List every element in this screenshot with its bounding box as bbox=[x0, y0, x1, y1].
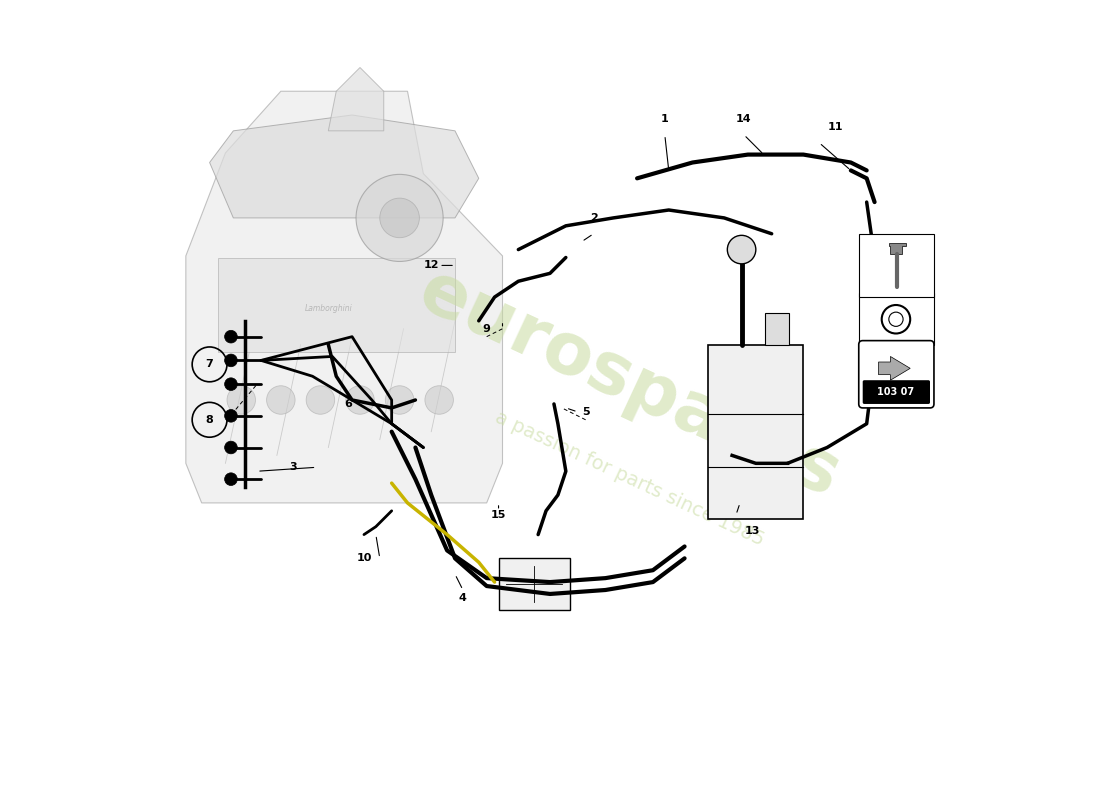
Polygon shape bbox=[328, 67, 384, 131]
Circle shape bbox=[224, 378, 238, 390]
Text: 9: 9 bbox=[483, 324, 491, 334]
Circle shape bbox=[385, 386, 414, 414]
Circle shape bbox=[306, 386, 334, 414]
Circle shape bbox=[224, 330, 238, 343]
Polygon shape bbox=[186, 91, 503, 503]
Circle shape bbox=[266, 386, 295, 414]
Polygon shape bbox=[218, 258, 455, 353]
FancyBboxPatch shape bbox=[862, 380, 929, 404]
Circle shape bbox=[379, 198, 419, 238]
Circle shape bbox=[345, 386, 374, 414]
Text: Lamborghini: Lamborghini bbox=[305, 305, 352, 314]
Text: eurospares: eurospares bbox=[408, 256, 850, 512]
Polygon shape bbox=[879, 357, 910, 380]
Text: 15: 15 bbox=[491, 510, 506, 520]
Circle shape bbox=[224, 473, 238, 486]
Circle shape bbox=[889, 312, 903, 326]
Text: 2: 2 bbox=[590, 213, 597, 223]
Circle shape bbox=[224, 354, 238, 366]
Text: 6: 6 bbox=[344, 399, 352, 409]
Text: 4: 4 bbox=[459, 593, 466, 603]
Text: 103 07: 103 07 bbox=[878, 387, 914, 397]
Text: 14: 14 bbox=[736, 114, 751, 124]
Text: a passion for parts since 1985: a passion for parts since 1985 bbox=[492, 408, 767, 550]
Text: 11: 11 bbox=[827, 122, 843, 132]
Polygon shape bbox=[889, 243, 906, 254]
Circle shape bbox=[227, 386, 255, 414]
Circle shape bbox=[425, 386, 453, 414]
Circle shape bbox=[882, 305, 910, 334]
Polygon shape bbox=[766, 313, 789, 345]
Circle shape bbox=[727, 235, 756, 264]
Polygon shape bbox=[210, 115, 478, 218]
Circle shape bbox=[356, 174, 443, 262]
Text: 1: 1 bbox=[661, 114, 669, 124]
Text: 3: 3 bbox=[289, 462, 297, 472]
FancyBboxPatch shape bbox=[498, 558, 570, 610]
Text: 7: 7 bbox=[206, 359, 213, 370]
FancyBboxPatch shape bbox=[708, 345, 803, 518]
Text: 5: 5 bbox=[582, 407, 590, 417]
Text: 12: 12 bbox=[424, 261, 439, 270]
Circle shape bbox=[224, 410, 238, 422]
Text: 8: 8 bbox=[206, 414, 213, 425]
Text: 10: 10 bbox=[356, 554, 372, 563]
FancyBboxPatch shape bbox=[859, 341, 934, 408]
Text: 13: 13 bbox=[745, 526, 760, 536]
FancyBboxPatch shape bbox=[859, 234, 934, 297]
Circle shape bbox=[224, 441, 238, 454]
FancyBboxPatch shape bbox=[859, 293, 934, 345]
